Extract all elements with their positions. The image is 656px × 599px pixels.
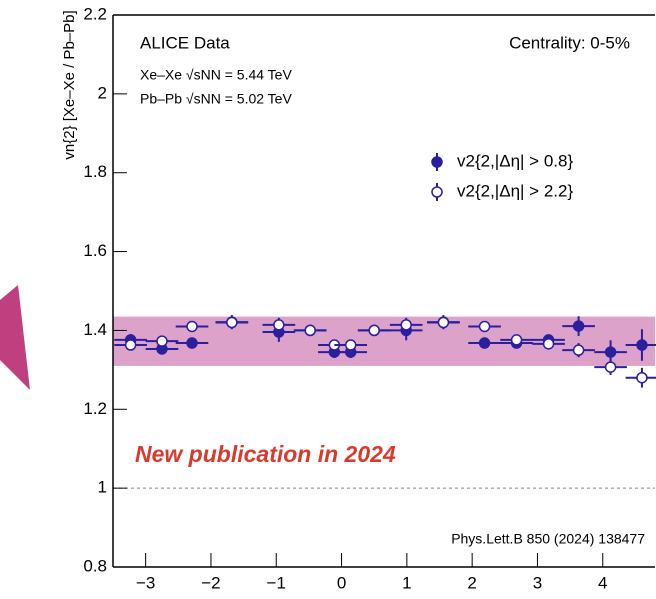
point: [542, 338, 555, 350]
point: [186, 320, 198, 333]
decoration: [0, 285, 30, 390]
point: [604, 346, 617, 358]
y-tick-label: 1.8: [83, 162, 107, 181]
point: [304, 324, 316, 337]
point: [156, 335, 168, 347]
point: [437, 316, 450, 329]
point: [186, 337, 198, 349]
point: [572, 320, 585, 332]
point: [368, 324, 380, 337]
x-tick-label: −1: [267, 573, 286, 592]
y-tick-label: 1.4: [83, 320, 107, 339]
x-tick-label: 2: [467, 573, 476, 592]
y-tick-label: 2: [98, 83, 107, 102]
point: [478, 337, 491, 349]
legend-label: v2{2,|Δη| > 0.8}: [457, 151, 573, 170]
point: [273, 319, 285, 331]
y-axis-label: vn{2} [Xe–Xe / Pb–Pb]: [61, 10, 78, 159]
label: Centrality: 0-5%: [509, 33, 630, 52]
x-tick-label: 3: [533, 573, 542, 592]
legend-label: v2{2,|Δη| > 2.2}: [457, 181, 573, 200]
x-tick-label: 0: [337, 573, 346, 592]
point: [572, 344, 585, 356]
point: [400, 319, 412, 331]
label: Pb–Pb √sNN = 5.02 TeV: [140, 91, 292, 107]
x-tick-label: 4: [598, 573, 607, 592]
point: [226, 316, 238, 329]
legend-marker: [431, 156, 443, 168]
x-tick-label: −3: [136, 573, 155, 592]
label: Xe–Xe √sNN = 5.44 TeV: [140, 67, 292, 83]
y-tick-label: 1: [98, 478, 107, 497]
y-tick-label: 1.6: [83, 241, 107, 260]
point: [510, 334, 523, 346]
point: [478, 320, 491, 333]
label: Phys.Lett.B 850 (2024) 138477: [451, 531, 645, 547]
point: [636, 371, 648, 384]
band: [113, 316, 655, 366]
label: ALICE Data: [140, 33, 230, 52]
point: [636, 339, 648, 351]
y-tick-label: 1.2: [83, 399, 107, 418]
y-tick-label: 2.2: [83, 4, 107, 23]
legend-marker: [431, 186, 443, 198]
x-tick-label: −2: [201, 573, 220, 592]
x-tick-label: 1: [402, 573, 411, 592]
plot: 0.8 1 1.2 1.4 1.6 1.8 2 2.2 −3 −2 −1 0 1 2 3 4 v2{2,|Δη|…: [83, 4, 656, 592]
point: [604, 361, 617, 373]
annotation: New publication in 2024: [135, 441, 396, 467]
point: [344, 339, 357, 351]
point: [124, 339, 137, 351]
y-tick-label: 0.8: [83, 556, 107, 575]
